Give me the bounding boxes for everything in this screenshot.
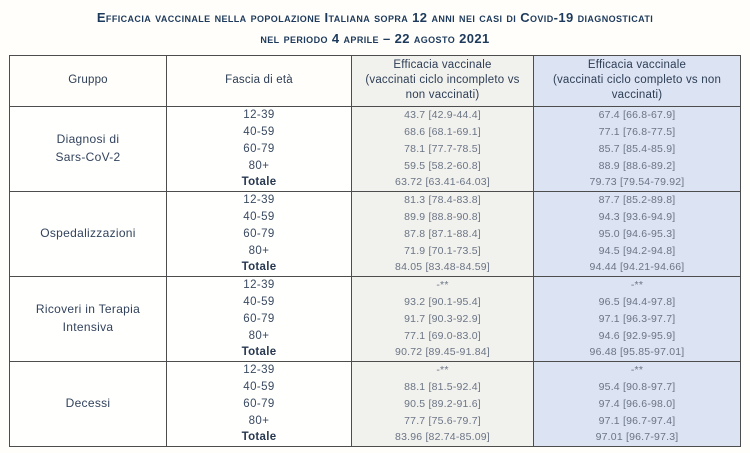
table-row: 40-59 93.2 [90.1-95.4] 96.5 [94.4-97.8] [10, 293, 741, 311]
efficacia-completo-cell: 77.1 [76.8-77.5] [533, 123, 741, 141]
efficacia-completo-cell: 94.44 [94.21-94.66] [533, 259, 741, 277]
fascia-eta-cell: Totale [166, 344, 352, 362]
table-row: 60-79 78.1 [77.7-78.5] 85.7 [85.4-85.9] [10, 140, 741, 158]
efficacia-completo-cell: 95.0 [94.6-95.3] [533, 225, 741, 243]
fascia-eta-cell: 12-39 [166, 105, 352, 124]
efficacia-incompleto-cell: 90.5 [89.2-91.6] [351, 395, 534, 413]
efficacia-completo-cell: 97.1 [96.3-97.7] [533, 310, 741, 328]
group-label: Ospedalizzazioni [9, 190, 167, 277]
efficacia-incompleto-cell: -** [351, 360, 534, 379]
fascia-eta-cell: 40-59 [166, 293, 352, 311]
table-row: Ricoveri in Terapia Intensiva 12-39 -** -** [9, 275, 741, 362]
fascia-eta-cell: 80+ [166, 242, 352, 260]
efficacia-completo-cell: 94.6 [92.9-95.9] [533, 327, 741, 345]
fascia-eta-cell: Totale [166, 429, 352, 447]
efficacia-completo-cell: 96.48 [95.85-97.01] [533, 344, 741, 362]
efficacia-incompleto-cell: 63.72 [63.41-64.03] [351, 174, 534, 192]
efficacia-completo-cell: 85.7 [85.4-85.9] [533, 140, 741, 158]
efficacia-incompleto-cell: 91.7 [90.3-92.9] [351, 310, 534, 328]
efficacia-completo-cell: -** [533, 360, 741, 379]
efficacia-incompleto-cell: 84.05 [83.48-84.59] [351, 259, 534, 277]
col-header-gruppo: Gruppo [9, 55, 167, 107]
table-row: 40-59 68.6 [68.1-69.1] 77.1 [76.8-77.5] [10, 123, 741, 141]
fascia-eta-cell: 60-79 [166, 395, 352, 413]
efficacia-completo-cell: 96.5 [94.4-97.8] [533, 293, 741, 311]
efficacia-incompleto-cell: 88.1 [81.5-92.4] [351, 378, 534, 396]
table-row: Totale 90.72 [89.45-91.84] 96.48 [95.85-97… [10, 344, 741, 362]
table-row: Totale 83.96 [82.74-85.09] 97.01 [96.7-97.… [10, 429, 741, 447]
efficacia-incompleto-cell: -** [351, 275, 534, 294]
group-label: Ricoveri in Terapia Intensiva [9, 275, 167, 362]
table-row: 60-79 90.5 [89.2-91.6] 97.4 [96.6-98.0] [10, 395, 741, 413]
table-row: Decessi 12-39 -** -** [9, 360, 741, 447]
efficacia-completo-cell: 94.5 [94.2-94.8] [533, 242, 741, 260]
efficacia-completo-cell: -** [533, 275, 741, 294]
header-row: Gruppo Fascia di età Efficacia vaccinale… [9, 55, 741, 107]
efficacia-completo-cell: 67.4 [66.8-67.9] [533, 105, 741, 124]
table-row: 60-79 87.8 [87.1-88.4] 95.0 [94.6-95.3] [10, 225, 741, 243]
fascia-eta-cell: 60-79 [166, 140, 352, 158]
efficacia-incompleto-cell: 68.6 [68.1-69.1] [351, 123, 534, 141]
table-row: Ospedalizzazioni 12-39 81.3 [78.4-83.8] 87.… [9, 190, 741, 277]
fascia-eta-cell: 80+ [166, 157, 352, 175]
table-row: 80+ 77.7 [75.6-79.7] 97.1 [96.7-97.4] [10, 412, 741, 430]
table-body: Diagnosi di Sars-CoV-2 12-39 43.7 [42.9-44… [9, 105, 741, 447]
table-row: Diagnosi di Sars-CoV-2 12-39 43.7 [42.9-44… [9, 105, 741, 192]
fascia-eta-cell: 60-79 [166, 310, 352, 328]
fascia-eta-cell: 40-59 [166, 208, 352, 226]
table-row: 40-59 88.1 [81.5-92.4] 95.4 [90.8-97.7] [10, 378, 741, 396]
fascia-eta-cell: 12-39 [166, 190, 352, 209]
group-label: Diagnosi di Sars-CoV-2 [9, 105, 167, 192]
efficacia-incompleto-cell: 87.8 [87.1-88.4] [351, 225, 534, 243]
efficacia-incompleto-cell: 83.96 [82.74-85.09] [351, 429, 534, 447]
efficacia-incompleto-cell: 43.7 [42.9-44.4] [351, 105, 534, 124]
fascia-eta-cell: 40-59 [166, 378, 352, 396]
efficacia-incompleto-cell: 89.9 [88.8-90.8] [351, 208, 534, 226]
efficacia-completo-cell: 97.1 [96.7-97.4] [533, 412, 741, 430]
col-header-efficacia-completo: Efficacia vaccinale (vaccinati ciclo com… [533, 55, 741, 107]
table-row: 80+ 59.5 [58.2-60.8] 88.9 [88.6-89.2] [10, 157, 741, 175]
efficacia-completo-cell: 79.73 [79.54-79.92] [533, 174, 741, 192]
fascia-eta-cell: Totale [166, 174, 352, 192]
table-row: 60-79 91.7 [90.3-92.9] 97.1 [96.3-97.7] [10, 310, 741, 328]
fascia-eta-cell: 60-79 [166, 225, 352, 243]
efficacy-table: Gruppo Fascia di età Efficacia vaccinale… [9, 54, 741, 447]
efficacia-incompleto-cell: 78.1 [77.7-78.5] [351, 140, 534, 158]
title-line-2: nel periodo 4 aprile – 22 agosto 2021 [260, 30, 490, 46]
efficacia-incompleto-cell: 71.9 [70.1-73.5] [351, 242, 534, 260]
efficacia-incompleto-cell: 77.1 [69.0-83.0] [351, 327, 534, 345]
fascia-eta-cell: 12-39 [166, 360, 352, 379]
fascia-eta-cell: 40-59 [166, 123, 352, 141]
efficacia-completo-cell: 97.01 [96.7-97.3] [533, 429, 741, 447]
fascia-eta-cell: Totale [166, 259, 352, 277]
efficacia-completo-cell: 87.7 [85.2-89.8] [533, 190, 741, 209]
efficacia-incompleto-cell: 77.7 [75.6-79.7] [351, 412, 534, 430]
fascia-eta-cell: 12-39 [166, 275, 352, 294]
page-title: Efficacia vaccinale nella popolazione It… [0, 8, 750, 50]
col-header-efficacia-incompleto: Efficacia vaccinale (vaccinati ciclo inc… [351, 55, 534, 107]
table-row: 80+ 77.1 [69.0-83.0] 94.6 [92.9-95.9] [10, 327, 741, 345]
efficacia-incompleto-cell: 90.72 [89.45-91.84] [351, 344, 534, 362]
efficacia-completo-cell: 94.3 [93.6-94.9] [533, 208, 741, 226]
efficacia-incompleto-cell: 81.3 [78.4-83.8] [351, 190, 534, 209]
table-row: Totale 84.05 [83.48-84.59] 94.44 [94.21-94… [10, 259, 741, 277]
efficacia-completo-cell: 88.9 [88.6-89.2] [533, 157, 741, 175]
fascia-eta-cell: 80+ [166, 327, 352, 345]
efficacia-incompleto-cell: 93.2 [90.1-95.4] [351, 293, 534, 311]
efficacia-completo-cell: 95.4 [90.8-97.7] [533, 378, 741, 396]
table-row: 40-59 89.9 [88.8-90.8] 94.3 [93.6-94.9] [10, 208, 741, 226]
title-line-1: Efficacia vaccinale nella popolazione It… [96, 10, 654, 25]
group-label: Decessi [9, 360, 167, 447]
table-row: Totale 63.72 [63.41-64.03] 79.73 [79.54-79… [10, 174, 741, 192]
col-header-fascia-eta: Fascia di età [166, 55, 352, 107]
table-row: 80+ 71.9 [70.1-73.5] 94.5 [94.2-94.8] [10, 242, 741, 260]
fascia-eta-cell: 80+ [166, 412, 352, 430]
efficacia-completo-cell: 97.4 [96.6-98.0] [533, 395, 741, 413]
efficacia-incompleto-cell: 59.5 [58.2-60.8] [351, 157, 534, 175]
